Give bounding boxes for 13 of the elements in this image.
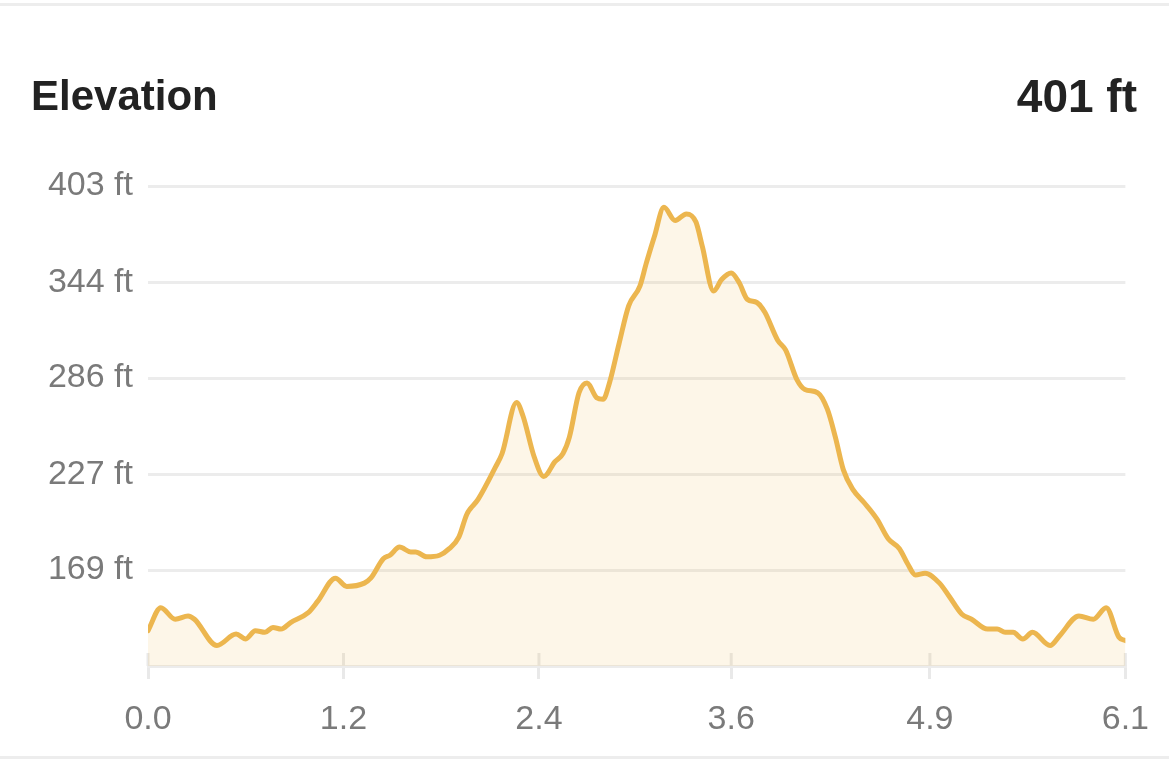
x-tick-label: 3.6 [707, 697, 755, 736]
x-tick-label: 1.2 [319, 697, 368, 736]
y-tick-label: 227 ft [47, 452, 134, 491]
y-tick-label: 286 ft [47, 356, 134, 395]
x-tick-label: 2.4 [515, 697, 563, 736]
x-tick-label: 0.0 [124, 697, 172, 736]
y-tick-label: 344 ft [47, 260, 134, 299]
chart-title: Elevation [31, 72, 218, 120]
y-tick-label: 403 ft [47, 164, 134, 203]
x-tick-label: 4.9 [906, 697, 954, 736]
y-tick-label: 169 ft [47, 548, 134, 587]
x-tick-label: 6.1 [1101, 697, 1149, 736]
text: 401 ft [1016, 70, 1137, 122]
